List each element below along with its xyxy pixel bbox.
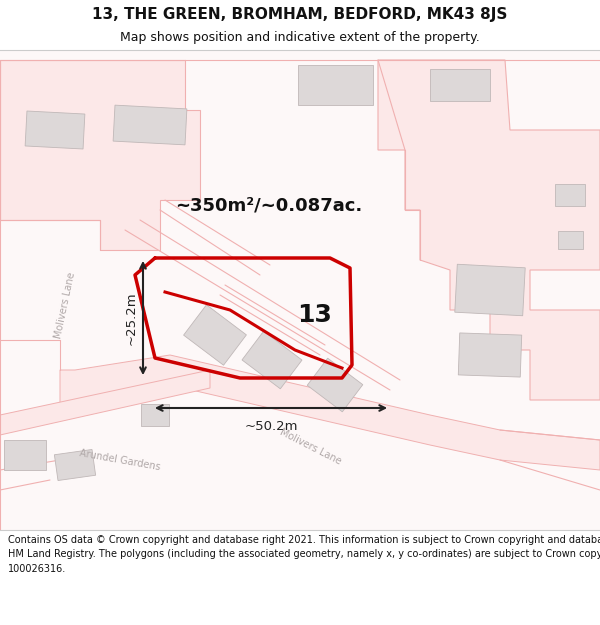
Polygon shape bbox=[455, 264, 525, 316]
Polygon shape bbox=[25, 111, 85, 149]
Text: Arundel Gardens: Arundel Gardens bbox=[79, 448, 161, 472]
Polygon shape bbox=[113, 105, 187, 145]
Text: 13, THE GREEN, BROMHAM, BEDFORD, MK43 8JS: 13, THE GREEN, BROMHAM, BEDFORD, MK43 8J… bbox=[92, 6, 508, 21]
Polygon shape bbox=[242, 331, 302, 389]
Polygon shape bbox=[141, 404, 169, 426]
Text: Molivers Lane: Molivers Lane bbox=[278, 428, 343, 467]
Text: Map shows position and indicative extent of the property.: Map shows position and indicative extent… bbox=[120, 31, 480, 44]
Polygon shape bbox=[378, 60, 600, 400]
Text: Molivers Lane: Molivers Lane bbox=[53, 271, 77, 339]
Polygon shape bbox=[555, 184, 585, 206]
Polygon shape bbox=[430, 69, 490, 101]
Text: ~350m²/~0.087ac.: ~350m²/~0.087ac. bbox=[175, 196, 362, 214]
Text: ~50.2m: ~50.2m bbox=[244, 420, 298, 433]
Text: ~25.2m: ~25.2m bbox=[125, 291, 138, 345]
Polygon shape bbox=[0, 370, 210, 435]
Text: 13: 13 bbox=[298, 303, 332, 327]
Polygon shape bbox=[298, 65, 373, 105]
Polygon shape bbox=[307, 358, 363, 412]
Polygon shape bbox=[557, 231, 583, 249]
Polygon shape bbox=[60, 355, 600, 470]
Polygon shape bbox=[0, 60, 200, 250]
Text: Contains OS data © Crown copyright and database right 2021. This information is : Contains OS data © Crown copyright and d… bbox=[8, 535, 600, 574]
Polygon shape bbox=[458, 333, 522, 377]
Polygon shape bbox=[184, 305, 247, 365]
Polygon shape bbox=[55, 449, 95, 481]
Polygon shape bbox=[4, 440, 46, 470]
